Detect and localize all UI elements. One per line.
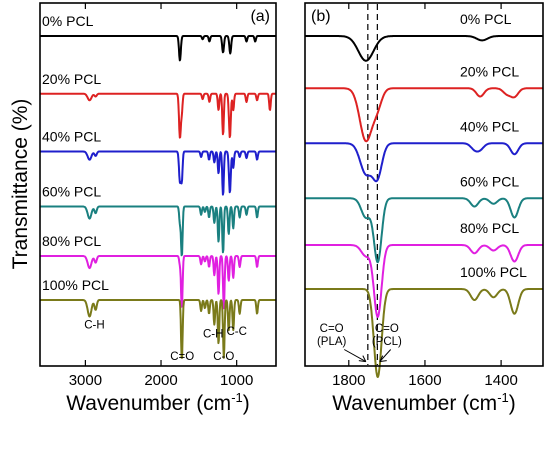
annotation: C-O [213,351,234,363]
plot-frame [39,2,277,367]
series-label: 20% PCL [42,71,101,87]
x-tick-label: 1800 [332,372,365,389]
arrow-pla-head [358,355,367,363]
annotation: C=O [320,323,344,335]
annotation: (PLA) [317,336,347,348]
annotation: C-C [226,326,246,338]
series-label: 40% PCL [460,118,519,134]
x-axis-title-end: ) [509,392,516,415]
series-label: 100% PCL [460,264,527,280]
x-tick-label: 1400 [484,372,517,389]
x-tick-label: 1000 [220,372,253,389]
panel-a: 0% PCL 20% PCL 40% PCL 60% PCL 80% PCL 100% P… [39,2,277,415]
annotation: (PCL) [372,336,402,348]
series-label: 40% PCL [42,129,101,145]
arrow-pla [343,349,367,363]
series-line-20-pcl [39,92,277,139]
arrow-pcl [379,349,392,362]
x-axis-title-superscript: -1 [497,390,509,405]
x-tick-label: 3000 [69,372,102,389]
series-label: 80% PCL [460,220,519,236]
annotation: C=O [375,323,399,335]
annotation: C-H [84,320,104,332]
x-tick-label: 1600 [408,372,441,389]
series-line-60-pcl [39,205,277,257]
series-line-0-pcl [304,35,544,62]
series-label: 0% PCL [460,11,512,27]
x-tick-label: 2000 [144,372,177,389]
annotation: C-H [203,328,223,340]
series-line-100-pcl [39,299,277,359]
x-axis-title: Wavenumber (cm-1) [66,390,250,415]
series-line-80-pcl [304,244,544,318]
series-line-100-pcl [304,288,544,378]
series-label: 20% PCL [460,63,519,79]
series-label: 0% PCL [42,13,94,29]
series-line-60-pcl [304,197,544,264]
panel-label: (a) [250,8,270,25]
series-label: 80% PCL [42,233,101,249]
y-axis-label: Transmittance (%) [9,99,32,270]
x-axis-title: Wavenumber (cm-1) [332,390,516,415]
x-axis-title-superscript: -1 [231,390,243,405]
panel-b: 0% PCL 20% PCL 40% PCL 60% PCL 80% PCL 100% P… [304,2,544,415]
series-line-20-pcl [304,87,544,143]
panel-label: (b) [311,8,331,25]
plot-frame [304,2,544,367]
series-label: 60% PCL [460,173,519,189]
x-axis-title-end: ) [243,392,250,415]
series-label: 100% PCL [42,277,109,293]
annotation: C=O [170,351,194,363]
series-line-80-pcl [39,255,277,310]
series-line-40-pcl [304,142,544,183]
arrow-pcl-head [379,355,387,363]
series-label: 60% PCL [42,184,101,200]
series-line-0-pcl [39,35,277,62]
series-line-40-pcl [39,150,277,196]
